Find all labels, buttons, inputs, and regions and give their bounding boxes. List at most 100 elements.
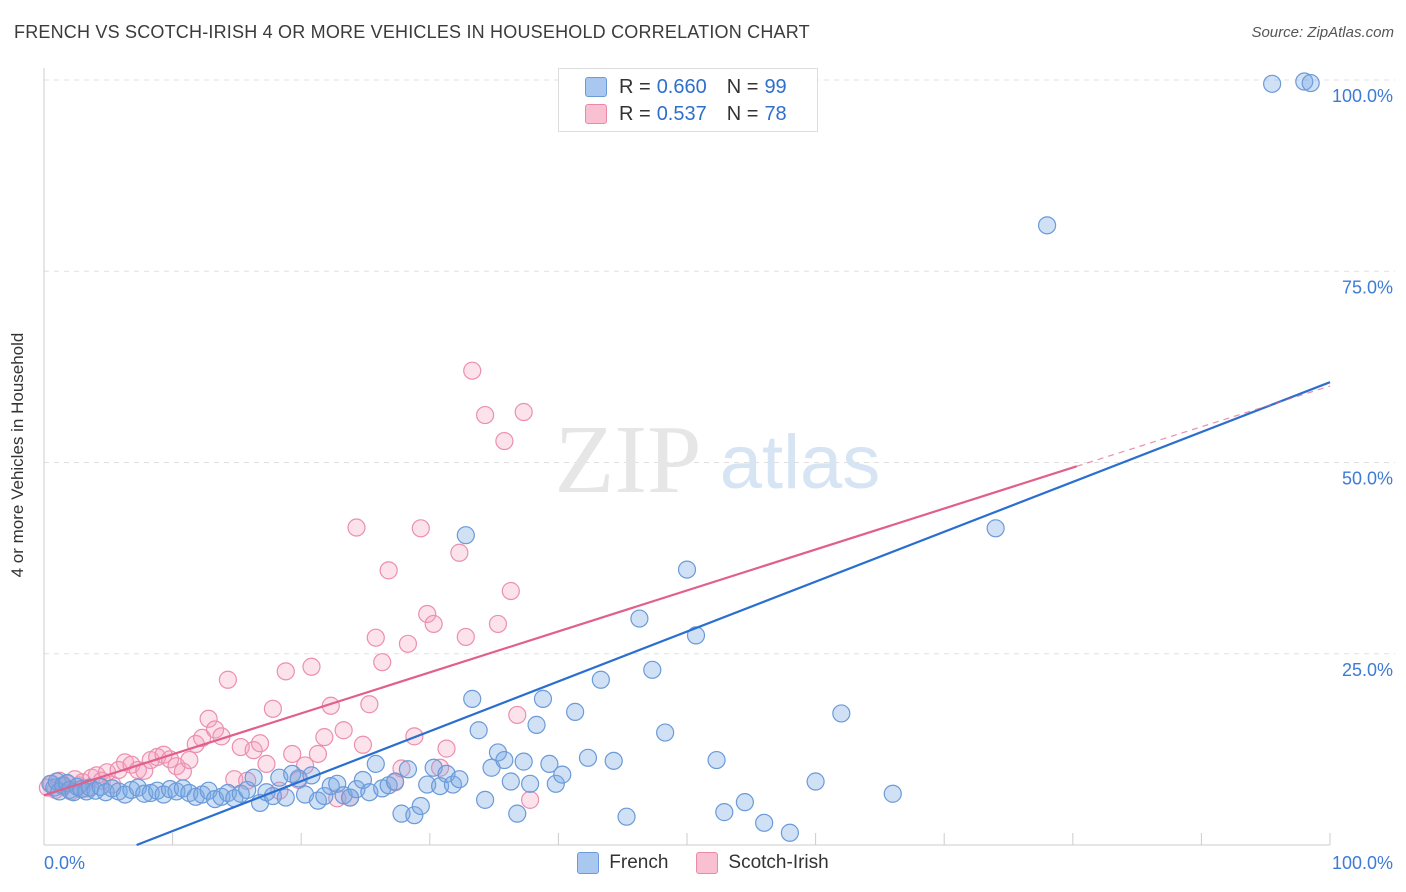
french-point <box>456 526 475 545</box>
french-swatch <box>577 852 600 874</box>
legend-r-value: 0.537 <box>656 102 707 125</box>
legend-n-value: 78 <box>764 102 787 125</box>
french-point <box>566 702 585 721</box>
french-point <box>715 803 734 822</box>
french-label: French <box>609 852 669 873</box>
french-point <box>514 752 533 771</box>
scotch-irish-point <box>353 735 373 754</box>
french-point <box>707 750 726 770</box>
french-point <box>630 609 649 628</box>
french-point <box>883 784 902 803</box>
french-point <box>308 791 328 810</box>
grid-lines <box>44 79 1395 655</box>
scotch-irish-swatch <box>696 852 719 874</box>
scotch-irish-point <box>244 741 263 760</box>
french-point <box>398 760 418 779</box>
watermark-zip: ZIP <box>555 406 702 514</box>
x-tick-label-min: 0.0% <box>44 853 85 873</box>
scotch-irish-point <box>450 543 469 562</box>
scotch-irish-point <box>411 519 430 538</box>
scotch-irish-label: Scotch-Irish <box>728 852 829 873</box>
french-point <box>806 772 825 791</box>
french-point <box>501 772 520 791</box>
scotch-irish-point <box>437 739 456 758</box>
source-label: Source: ZipAtlas.com <box>1251 24 1394 41</box>
scotch-irish-point <box>366 628 385 647</box>
legend-r-label: R = <box>619 102 651 125</box>
french-point <box>1263 74 1282 93</box>
scotch-irish-point <box>334 721 353 740</box>
scotch-irish-trend-line <box>43 465 1077 797</box>
french-point <box>385 772 405 791</box>
scotch-irish-point <box>379 561 398 580</box>
scotch-irish-point <box>475 405 495 425</box>
french-point <box>527 715 546 734</box>
y-tick-label: 100.0% <box>1332 86 1393 106</box>
scotch-irish-point <box>283 744 302 764</box>
french-point <box>578 748 598 767</box>
french-point <box>366 754 385 774</box>
french-point <box>521 774 540 793</box>
french-point <box>604 751 623 770</box>
scotch-irish-point <box>180 750 199 770</box>
scotch-irish-point <box>257 754 276 774</box>
scotch-irish-points <box>38 361 540 809</box>
stats-legend: R = 0.660 N = 99 R = 0.537 N = 78 <box>558 68 818 132</box>
french-point <box>1037 216 1057 235</box>
legend-r-label: R = <box>619 75 651 98</box>
french-point <box>405 806 424 825</box>
series-legend: French Scotch-Irish <box>0 852 1406 874</box>
scotch-irish-point <box>495 431 514 451</box>
french-point <box>244 768 263 787</box>
scotch-irish-point <box>250 734 270 753</box>
legend-item-french[interactable]: French <box>577 852 668 874</box>
scotch-irish-point <box>315 728 334 747</box>
legend-n-value: 99 <box>764 75 787 98</box>
scotch-irish-point <box>463 361 482 380</box>
french-point <box>755 813 774 832</box>
french-point <box>540 754 559 774</box>
tick-labels: 25.0% 50.0% 75.0% 100.0% 0.0% 100.0% <box>44 86 1393 873</box>
french-point <box>173 779 192 798</box>
french-point <box>677 560 697 579</box>
axes <box>43 68 1331 846</box>
scotch-irish-point <box>418 604 437 624</box>
chart-title: FRENCH VS SCOTCH-IRISH 4 OR MORE VEHICLE… <box>14 22 810 42</box>
french-point <box>643 660 662 679</box>
french-point <box>546 774 565 793</box>
french-point <box>315 786 334 806</box>
french-point <box>450 770 469 789</box>
scotch-irish-point <box>218 670 237 689</box>
legend-n-label: N = <box>726 75 759 98</box>
y-tick-label: 75.0% <box>1342 277 1393 297</box>
french-point <box>469 721 488 740</box>
scotch-irish-point <box>508 705 527 725</box>
french-point <box>780 823 799 842</box>
french-point <box>832 704 851 723</box>
french-point <box>986 519 1005 538</box>
french-point <box>656 723 675 742</box>
scotch-irish-point <box>276 662 295 681</box>
french-point <box>276 788 295 807</box>
scotch-irish-trend-extension <box>1076 385 1331 467</box>
scotch-irish-point <box>456 627 475 647</box>
scotch-irish-point <box>373 653 392 672</box>
legend-item-scotch-irish[interactable]: Scotch-Irish <box>696 852 829 874</box>
y-axis-label: 4 or more Vehicles in Household <box>8 332 27 578</box>
french-point <box>553 765 572 784</box>
legend-r-value: 0.660 <box>656 75 707 98</box>
french-point <box>495 750 514 770</box>
french-trend-line <box>136 381 1331 847</box>
scotch-irish-point <box>199 709 218 728</box>
y-tick-label: 25.0% <box>1342 660 1393 680</box>
scotch-irish-point <box>308 744 328 764</box>
french-point <box>328 774 347 793</box>
watermark-atlas: atlas <box>720 420 881 505</box>
scotch-irish-point <box>263 699 283 718</box>
french-point <box>463 689 482 708</box>
french-point <box>411 796 430 816</box>
scotch-irish-point <box>488 614 508 634</box>
legend-swatch-french <box>585 77 607 97</box>
legend-n-label: N = <box>726 102 759 125</box>
